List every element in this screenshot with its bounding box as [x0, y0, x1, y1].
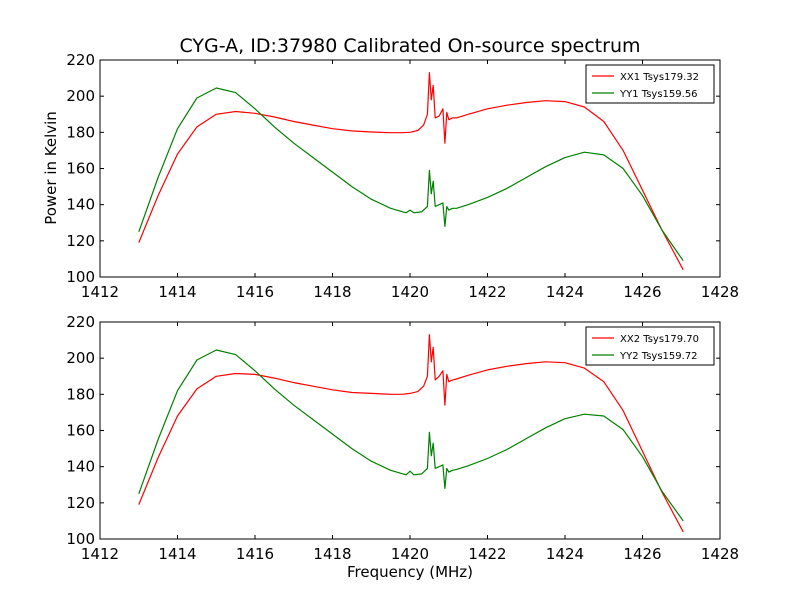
x-tick-label: 1426 [623, 545, 661, 563]
y-tick-label: 120 [66, 494, 95, 512]
x-tick-label: 1418 [313, 545, 351, 563]
x-tick-label: 1418 [313, 283, 351, 301]
y-tick-label: 120 [66, 232, 95, 250]
legend: XX1 Tsys179.32 YY1 Tsys159.56 [585, 64, 715, 104]
x-tick-label: 1416 [236, 283, 274, 301]
y-tick-label: 220 [66, 313, 95, 331]
x-tick-label: 1422 [468, 545, 506, 563]
legend-label: XX2 Tsys179.70 [620, 334, 699, 345]
panel-top: 1412 1414 1416 1418 1420 1422 1424 1426 1428 100 1… [66, 51, 739, 301]
x-tick-label: 1412 [81, 545, 119, 563]
legend-box [585, 326, 715, 366]
y-tick-label: 140 [66, 458, 95, 476]
y-tick-label: 200 [66, 87, 95, 105]
y-tick-label: 160 [66, 160, 95, 178]
x-tick-label: 1424 [546, 545, 584, 563]
y-tick-label: 100 [66, 268, 95, 286]
x-tick-label: 1414 [158, 283, 196, 301]
y-tick-label: 200 [66, 349, 95, 367]
series-line-yy [138, 349, 684, 522]
legend-label: YY2 Tsys159.72 [619, 351, 698, 362]
x-tick-label: 1420 [391, 283, 429, 301]
x-tick-label: 1420 [391, 545, 429, 563]
y-tick-label: 160 [66, 422, 95, 440]
x-axis-label: Frequency (MHz) [347, 563, 473, 581]
x-tick-label: 1414 [158, 545, 196, 563]
x-tick-label: 1412 [81, 283, 119, 301]
x-tick-label: 1428 [701, 283, 739, 301]
legend-label: YY1 Tsys159.56 [619, 89, 698, 100]
y-tick-label: 100 [66, 530, 95, 548]
legend: XX2 Tsys179.70 YY2 Tsys159.72 [585, 326, 715, 366]
series-line-xx [138, 334, 684, 533]
y-tick-label: 140 [66, 196, 95, 214]
series-line-xx [138, 72, 684, 271]
series-line-yy [138, 87, 684, 262]
x-tick-label: 1428 [701, 545, 739, 563]
y-tick-label: 180 [66, 385, 95, 403]
legend-label: XX1 Tsys179.32 [620, 72, 699, 83]
x-tick-label: 1424 [546, 283, 584, 301]
y-tick-label: 220 [66, 51, 95, 69]
y-tick-label: 180 [66, 123, 95, 141]
x-tick-label: 1416 [236, 545, 274, 563]
panel-bottom: 1412 1414 1416 1418 1420 1422 1424 1426 1428 100 1… [66, 313, 739, 563]
x-tick-label: 1426 [623, 283, 661, 301]
legend-box [585, 64, 715, 104]
chart-title: CYG-A, ID:37980 Calibrated On-source spe… [179, 35, 640, 57]
y-axis-label: Power in Kelvin [42, 111, 60, 225]
x-tick-label: 1422 [468, 283, 506, 301]
